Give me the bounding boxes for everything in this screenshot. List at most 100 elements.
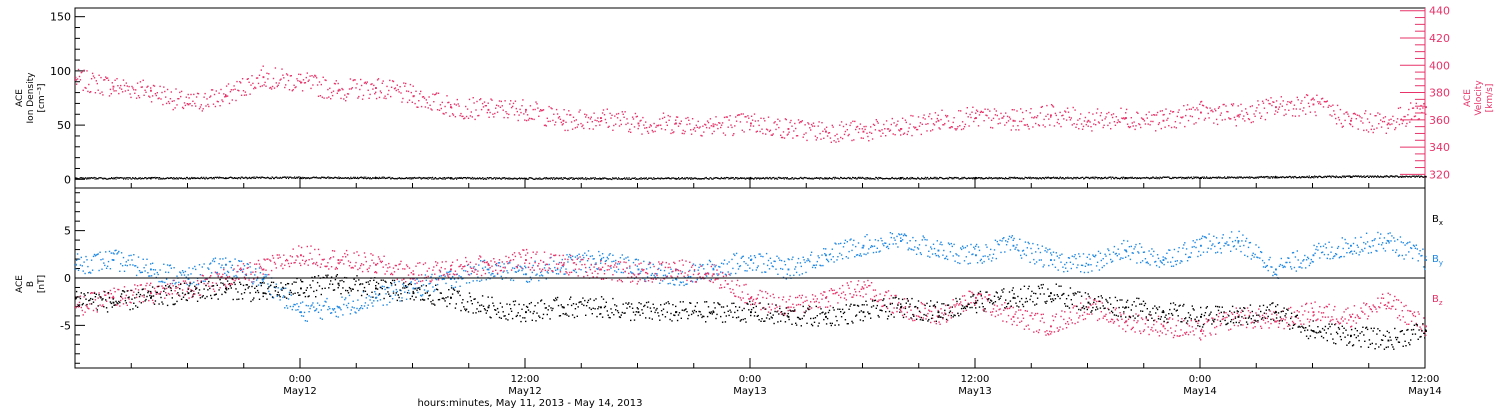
by-series-point	[336, 305, 338, 308]
velocity-series-point	[1356, 114, 1358, 116]
velocity-series-point	[128, 85, 130, 88]
by-series-point	[889, 232, 892, 234]
by-series-point	[822, 264, 824, 267]
density-series-point	[301, 178, 303, 180]
density-series-point	[737, 178, 739, 180]
density-series-point	[137, 178, 139, 180]
by-series-point	[1157, 257, 1160, 260]
by-series-point	[318, 304, 321, 306]
density-series-point	[970, 177, 972, 179]
density-series-point	[177, 178, 179, 180]
velocity-series-point	[720, 126, 722, 129]
density-series-point	[285, 176, 287, 178]
velocity-series-point	[1135, 125, 1137, 127]
density-series-point	[653, 177, 655, 179]
by-series-point	[205, 278, 207, 280]
by-series-point	[691, 281, 694, 283]
by-series-point	[1194, 241, 1196, 244]
by-series-point	[848, 250, 850, 253]
velocity-series-point	[1393, 120, 1395, 122]
by-series-point	[985, 244, 987, 246]
density-series-point	[924, 176, 926, 178]
density-series-point	[234, 177, 236, 179]
by-series-point	[1126, 240, 1129, 242]
velocity-series-point	[682, 129, 684, 132]
velocity-series-point	[692, 128, 695, 131]
density-series-point	[283, 176, 285, 178]
density-series-point	[1210, 177, 1212, 180]
density-series-point	[1103, 177, 1105, 179]
velocity-series-point	[535, 101, 537, 103]
density-series-point	[954, 177, 956, 179]
density-series-point	[1023, 178, 1025, 180]
density-series-point	[592, 177, 594, 179]
density-series-point	[601, 178, 603, 180]
by-series-point	[820, 265, 822, 267]
velocity-series-point	[785, 118, 787, 121]
velocity-series-point	[1056, 121, 1058, 124]
density-series-point	[295, 177, 297, 179]
density-series-point	[460, 176, 462, 179]
velocity-series-point	[375, 97, 378, 100]
by-series-point	[895, 243, 897, 245]
density-series-point	[1400, 175, 1402, 177]
velocity-series-point	[1206, 107, 1208, 109]
density-series-point	[1349, 175, 1351, 177]
velocity-series-point	[436, 109, 439, 111]
by-series-point	[126, 264, 128, 267]
velocity-series-point	[298, 73, 300, 75]
by-series-point	[529, 276, 532, 278]
velocity-series-point	[313, 76, 315, 78]
density-series-point	[880, 177, 882, 179]
velocity-series-point	[356, 83, 358, 85]
by-series-point	[1339, 256, 1342, 258]
by-series-point	[762, 255, 764, 258]
velocity-series-point	[679, 123, 682, 125]
velocity-series-point	[911, 134, 913, 137]
velocity-series-node	[1012, 119, 1015, 122]
velocity-series-point	[496, 111, 499, 113]
velocity-series-point	[720, 124, 723, 126]
velocity-series-point	[148, 95, 150, 97]
density-series-point	[712, 178, 714, 180]
by-series-point	[1019, 238, 1021, 240]
velocity-series-point	[1217, 107, 1220, 109]
density-series-point	[1406, 175, 1408, 177]
density-series-point	[1289, 175, 1291, 177]
density-series-point	[1132, 177, 1134, 179]
density-series-point	[959, 178, 961, 180]
by-series-point	[375, 293, 377, 295]
density-series-point	[1307, 176, 1309, 178]
velocity-series-point	[865, 125, 867, 128]
by-series-point	[915, 253, 918, 255]
density-series-point	[920, 178, 922, 180]
by-series-point	[1071, 255, 1073, 257]
velocity-series-point	[677, 125, 680, 127]
velocity-series-point	[991, 127, 994, 129]
by-series-point	[341, 296, 343, 298]
by-series-point	[1386, 239, 1388, 242]
velocity-series-point	[1388, 119, 1390, 121]
density-series-point	[841, 177, 843, 179]
density-series-point	[576, 177, 578, 180]
velocity-series-point	[1315, 114, 1317, 117]
by-series-point	[145, 264, 147, 266]
density-series-point	[189, 177, 191, 179]
velocity-series-point	[1179, 122, 1181, 124]
density-series-point	[1084, 177, 1086, 179]
velocity-series-point	[1302, 110, 1304, 112]
velocity-series-node	[1387, 122, 1390, 125]
by-series-point	[372, 305, 374, 307]
velocity-series-point	[596, 120, 598, 122]
velocity-series-node	[1162, 119, 1165, 122]
density-series-point	[302, 176, 304, 178]
velocity-series-point	[388, 89, 390, 92]
density-series-point	[154, 176, 156, 178]
velocity-series-point	[640, 119, 642, 122]
density-series-point	[850, 178, 852, 180]
by-series-point	[353, 307, 355, 309]
by-series-point	[139, 271, 142, 274]
by-series-point	[963, 260, 966, 262]
velocity-series-point	[440, 107, 442, 110]
density-series-point	[264, 177, 266, 179]
